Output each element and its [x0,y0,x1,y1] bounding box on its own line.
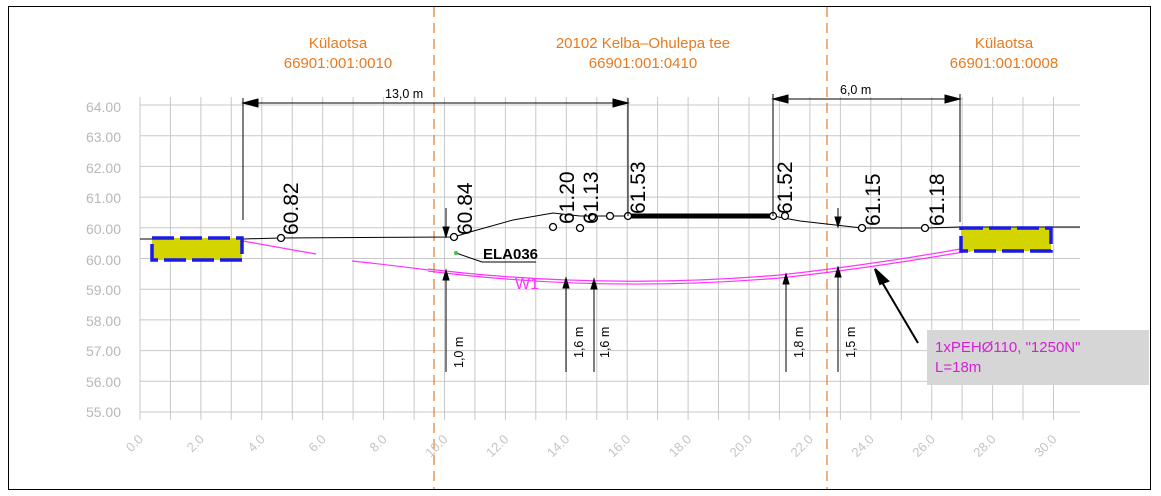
survey-point [857,223,867,233]
x-label: 12.0 [483,432,512,461]
depth-label: 1,8 m [792,327,806,358]
depth-label: 1,5 m [844,327,858,358]
survey-point [587,212,597,222]
x-label: 14.0 [544,432,573,461]
depth-label: 1,0 m [452,337,466,368]
note-leader [874,268,919,344]
parcel-3-name: Külaotsa [975,35,1034,52]
elevation-label: 61.53 [627,161,650,214]
survey-point [548,222,558,232]
y-label: 60.00 [86,221,121,237]
cable-label: ELA036 [483,246,538,263]
x-label: 24.0 [848,432,877,461]
x-label: 8.0 [366,432,389,455]
survey-point [575,223,585,233]
x-label: 30.0 [1031,432,1060,461]
elevation-label: 60.82 [280,182,303,235]
y-label: 62.00 [86,160,121,176]
y-label: 64.00 [86,99,121,115]
dimension-6m [771,94,962,222]
x-axis: 0.0 2.0 4.0 6.0 8.0 10.0 12.0 14.0 16.0 18.0 20.0 2… [123,432,1060,461]
depth-labels: 1,0 m 1,6 m 1,6 m 1,8 m 1,5 m [452,327,858,368]
x-label: 16.0 [605,432,634,461]
depth-label: 1,6 m [572,327,586,358]
culvert-right [959,226,1053,253]
dimension-label: 6,0 m [840,83,871,97]
pipe-label: W1 [515,276,539,293]
x-label: 10.0 [422,432,451,461]
elevation-label: 61.13 [580,171,603,224]
pipe-w1 [242,231,1053,285]
survey-point [920,223,930,233]
pipe-note: 1xPEHØ110, "1250N" L=18m [927,330,1149,385]
y-label: 57.00 [86,343,121,359]
parcel-boundaries [433,7,828,490]
dimension-label: 13,0 m [385,87,423,101]
cable-marker: ELA036 [454,246,538,263]
y-label: 60.00 [86,252,121,268]
x-label: 6.0 [305,432,328,455]
y-label: 59.00 [86,282,121,298]
elevation-labels: 60.82 60.84 61.20 61.13 61.53 61.52 61.1… [280,161,949,235]
y-label: 58.00 [86,313,121,329]
elevation-label: 61.18 [926,173,949,226]
parcel-2-name: 20102 Kelba–Ohulepa tee [556,35,730,52]
x-label: 28.0 [970,432,999,461]
elevation-label: 60.84 [454,182,477,235]
dimension-13m [241,98,630,220]
x-label: 2.0 [184,432,207,455]
ground-markers [442,208,842,239]
x-label: 26.0 [909,432,938,461]
y-label: 56.00 [86,374,121,390]
x-label: 20.0 [727,432,756,461]
survey-point [780,211,790,221]
survey-point [449,232,459,242]
parcel-captions: Külaotsa 66901:001:0010 20102 Kelba–Ohul… [284,35,1058,72]
parcel-3-id: 66901:001:0008 [950,55,1058,72]
elevation-label: 61.20 [556,171,579,224]
y-axis: 64.00 63.00 62.00 61.00 60.00 60.00 59.0… [86,99,121,420]
elevation-label: 61.52 [774,161,797,214]
survey-point [276,233,286,243]
parcel-1-name: Külaotsa [309,35,368,52]
x-label: 22.0 [788,432,817,461]
elevation-label: 61.15 [862,173,885,226]
depth-markers [442,265,842,372]
survey-point [605,211,615,221]
note-line-1: 1xPEHØ110, "1250N" [935,339,1081,356]
y-label: 55.00 [86,404,121,420]
y-label: 61.00 [86,190,121,206]
parcel-1-id: 66901:001:0010 [284,55,392,72]
x-label: 0.0 [123,432,146,455]
y-label: 63.00 [86,129,121,145]
x-label: 18.0 [666,432,695,461]
depth-label: 1,6 m [598,327,612,358]
x-label: 4.0 [245,432,268,455]
note-line-2: L=18m [935,359,982,376]
culvert-left [150,236,244,262]
parcel-2-id: 66901:001:0410 [589,55,697,72]
